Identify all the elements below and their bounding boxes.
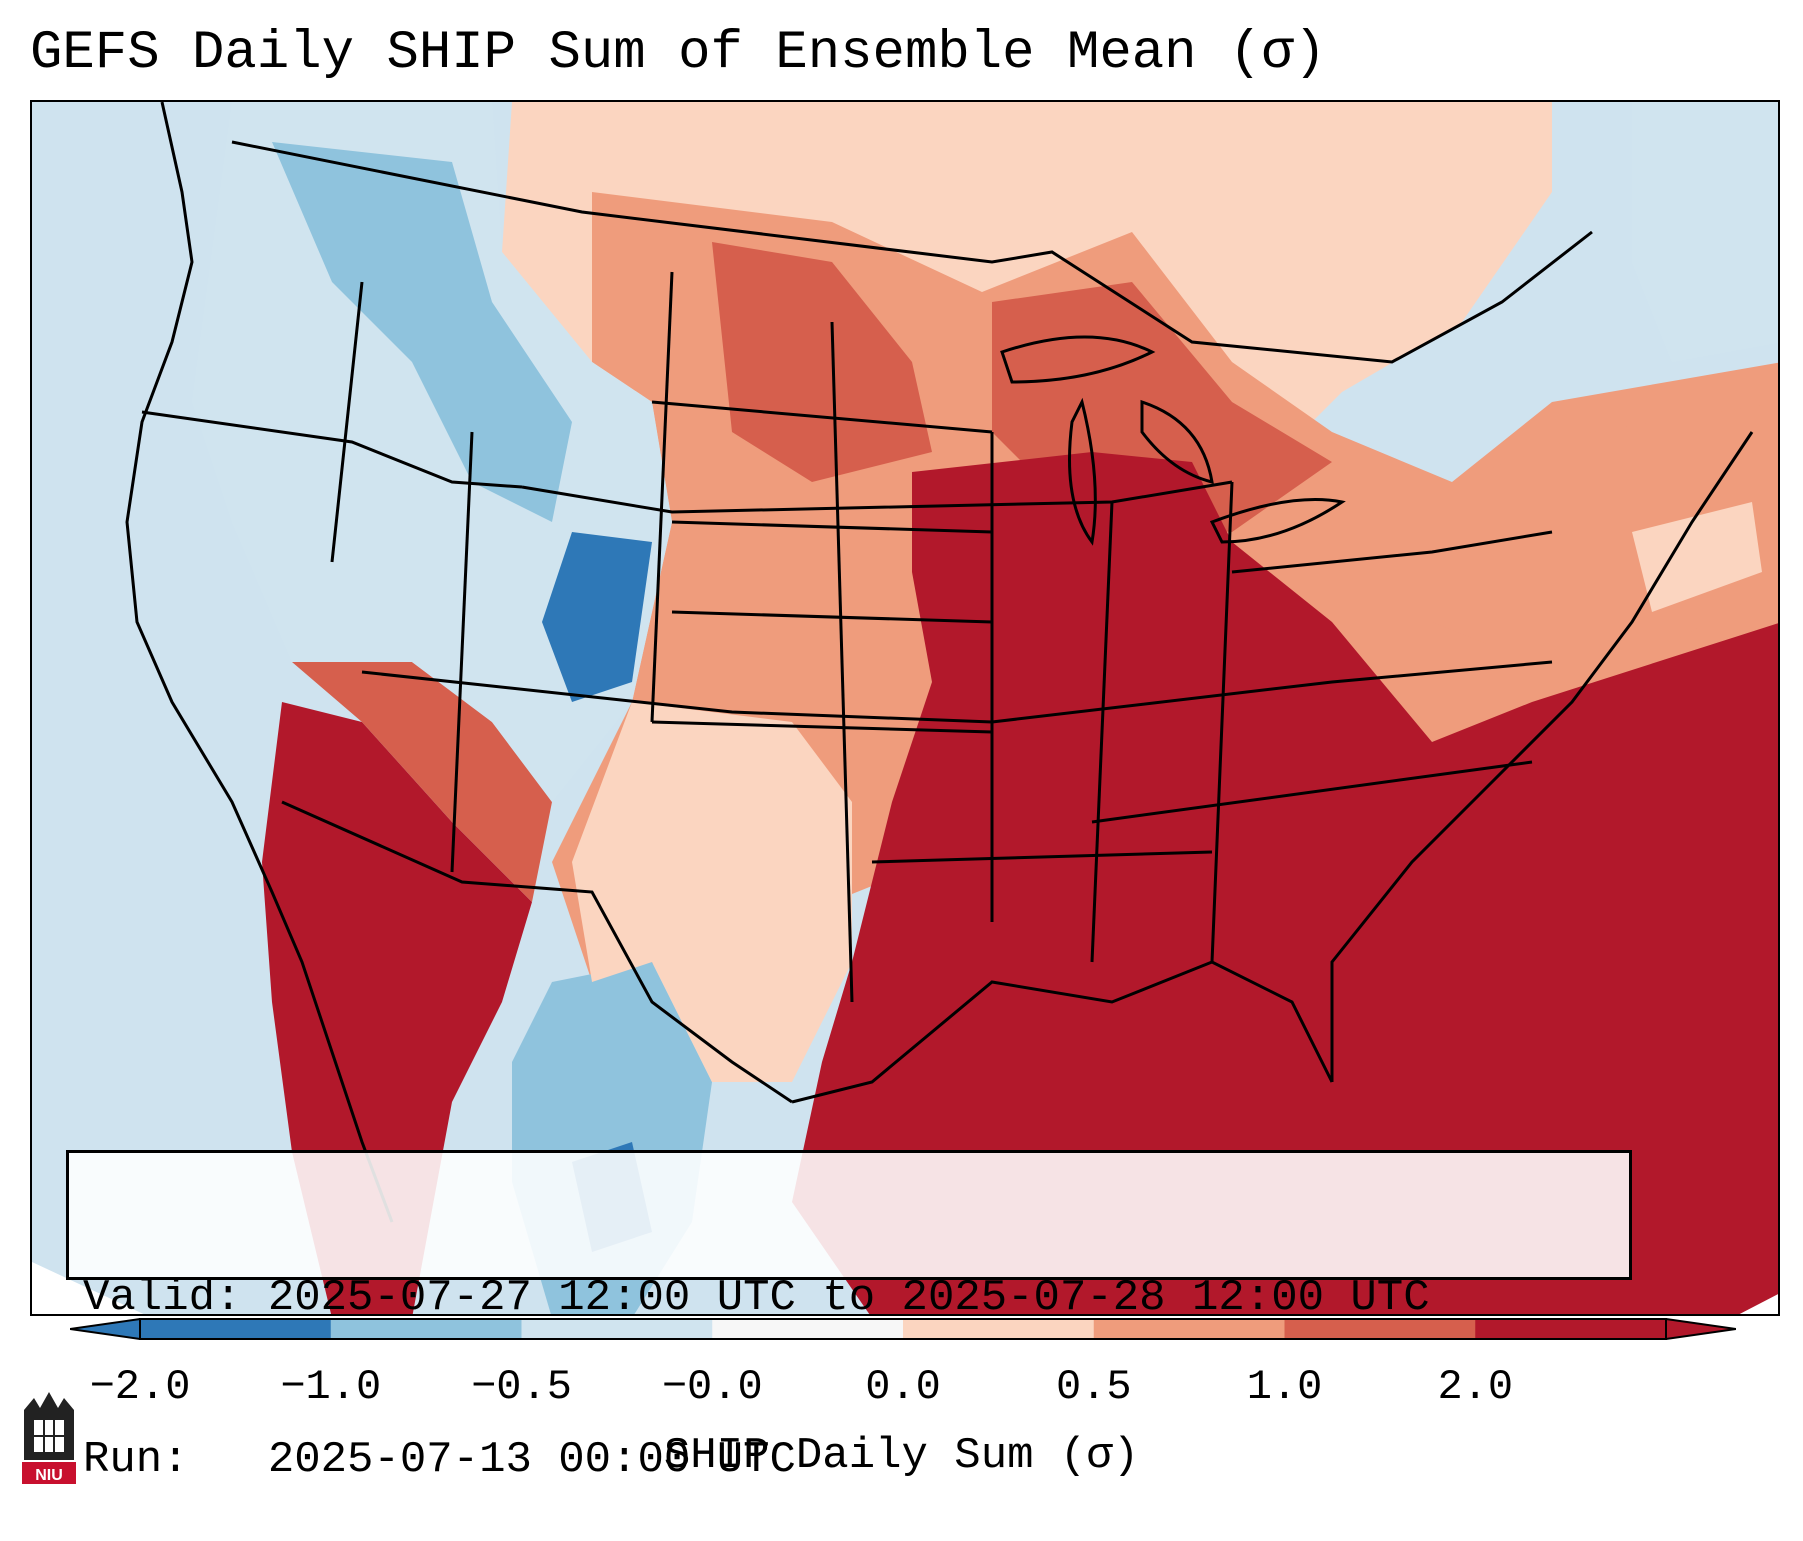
border-ar-la	[871, 850, 1213, 864]
map-canvas	[32, 102, 1778, 1314]
colorbar-tick-label: −0.5	[471, 1363, 572, 1411]
validity-info-box: Valid: 2025-07-27 12:00 UTC to 2025-07-2…	[66, 1150, 1632, 1485]
run-time-line: Run: 2025-07-13 00:00 UTC	[83, 1435, 796, 1485]
lake-erie	[1209, 498, 1346, 544]
colorbar-extend-low	[70, 1318, 141, 1340]
region-texas-slight-warm	[572, 702, 852, 1082]
lake-superior	[1000, 335, 1156, 384]
colorbar-tick-label: 0.0	[865, 1363, 941, 1411]
colorbar-tick-label: −0.0	[661, 1363, 763, 1411]
colorbar-bin	[712, 1319, 904, 1339]
region-southwest-warm	[292, 662, 552, 902]
border-sd-ne	[671, 520, 993, 534]
chart-title: GEFS Daily SHIP Sum of Ensemble Mean (σ)	[30, 23, 1327, 84]
region-atlantic-slight-warm	[1632, 502, 1762, 612]
border-pa-ny	[1231, 530, 1553, 574]
colorbar-bin	[521, 1319, 713, 1339]
niu-logo: NIU	[22, 1392, 76, 1484]
colorbar-tick-label: 0.5	[1055, 1363, 1132, 1411]
colorbar-extend-high	[1665, 1318, 1736, 1340]
region-midwest-southeast-strong	[792, 452, 1778, 1314]
colorbar-tick-label: −2.0	[89, 1363, 191, 1411]
gulf-coastline	[791, 960, 1334, 1104]
colorbar-tick-label: 2.0	[1437, 1363, 1514, 1411]
logo-text: NIU	[35, 1467, 63, 1484]
border-utah-colorado	[450, 431, 474, 873]
projection-corner-left	[32, 1262, 144, 1314]
colorbar-bins	[70, 1318, 1736, 1340]
lake-huron	[1140, 399, 1214, 485]
anomaly-field	[32, 102, 1778, 1314]
border-central-east-west	[521, 480, 1233, 514]
pacific-coastline	[125, 102, 394, 1223]
border-ne-ks	[671, 610, 993, 624]
map-panel	[30, 100, 1780, 1316]
colorbar-tick-label: 1.0	[1246, 1363, 1323, 1411]
boundaries	[125, 102, 1754, 1223]
atlantic-coastline	[1330, 431, 1754, 1082]
colorbar-bin	[1475, 1319, 1667, 1339]
colorbar-bin	[1093, 1319, 1285, 1339]
border-plains-west	[650, 271, 674, 723]
great-lakes	[1000, 335, 1346, 546]
colorbar-outline	[139, 1318, 1667, 1340]
border-indiana-alabama	[1090, 501, 1114, 963]
colorbar	[70, 1318, 1736, 1340]
border-plains-east	[830, 321, 854, 1003]
colorbar-bin	[903, 1319, 1095, 1339]
colorbar-bin	[1284, 1319, 1476, 1339]
colorbar-bin	[330, 1319, 522, 1339]
border-nd-sd	[651, 400, 993, 434]
colorbar-tick-label: −1.0	[280, 1363, 382, 1411]
colorbar-label: SHIP Daily Sum (σ)	[663, 1431, 1140, 1481]
logo-badge	[22, 1462, 76, 1484]
border-oregon-california	[141, 410, 523, 489]
colorbar-bin	[140, 1319, 332, 1339]
border-ohio-georgia	[1210, 481, 1234, 963]
border-us-canada	[231, 140, 1593, 364]
lake-michigan	[1068, 397, 1097, 546]
border-us-mexico	[281, 800, 793, 1104]
region-idaho-cool	[272, 142, 572, 522]
border-nevada-utah	[330, 281, 364, 563]
valid-time-line: Valid: 2025-07-27 12:00 UTC to 2025-07-2…	[83, 1273, 1430, 1323]
region-colorado-strong-cool	[542, 532, 652, 702]
projection-corner-right	[1739, 1294, 1778, 1314]
region-canada-east-cool	[1632, 102, 1778, 362]
border-tn-nc	[1091, 760, 1533, 824]
border-ks-ok	[651, 720, 993, 734]
